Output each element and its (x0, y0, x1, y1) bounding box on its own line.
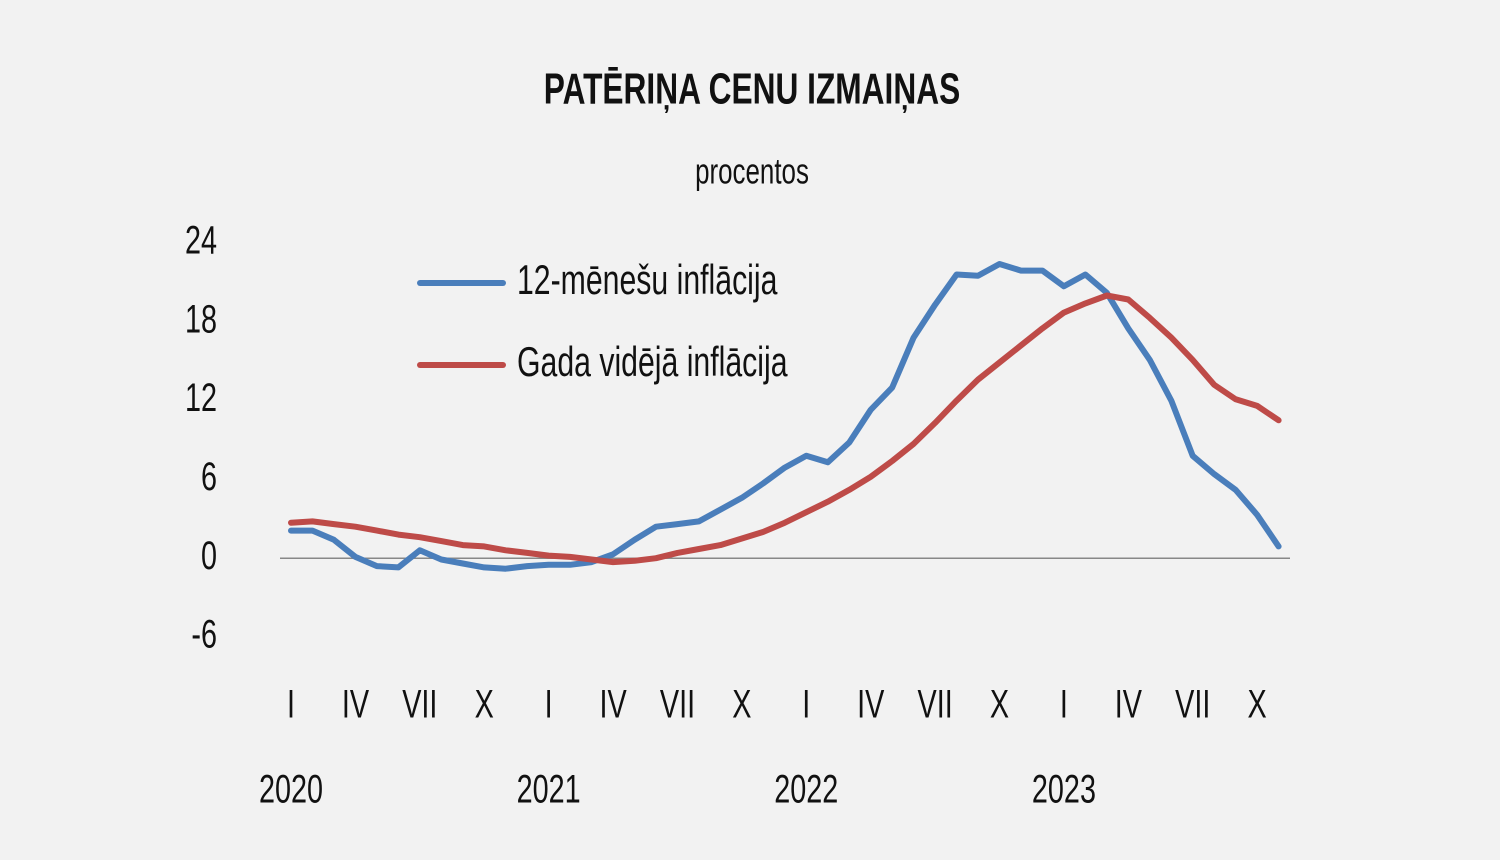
year-label: 2023 (1032, 767, 1096, 812)
y-tick-label: 0 (201, 533, 217, 578)
year-label: 2021 (517, 767, 581, 812)
chart-subtitle: procentos (695, 151, 809, 191)
x-tick-label: I (802, 682, 810, 727)
x-tick-label: VII (660, 682, 695, 727)
x-tick-label: I (287, 682, 295, 727)
y-tick-label: 18 (185, 297, 217, 342)
x-tick-label: X (475, 682, 494, 727)
x-tick-label: I (545, 682, 553, 727)
legend-label: Gada vidējā inflācija (517, 338, 788, 385)
y-tick-label: 6 (201, 454, 217, 499)
x-tick-label: VII (917, 682, 952, 727)
x-tick-label: IV (599, 682, 627, 727)
series-line (288, 292, 1282, 566)
chart-title: PATĒRIŅA CENU IZMAIŅAS (544, 65, 960, 114)
year-label: 2022 (774, 767, 838, 812)
legend-label: 12-mēnešu inflācija (517, 256, 778, 303)
x-tick-label: IV (342, 682, 370, 727)
y-tick-label: 12 (185, 376, 217, 421)
x-tick-label: X (732, 682, 751, 727)
y-tick-label: -6 (191, 612, 217, 657)
series-line (288, 261, 1282, 572)
x-tick-label: X (1248, 682, 1267, 727)
x-tick-label: VII (1175, 682, 1210, 727)
x-tick-label: X (990, 682, 1009, 727)
x-tick-label: VII (402, 682, 437, 727)
x-tick-label: IV (857, 682, 885, 727)
y-tick-label: 24 (185, 218, 217, 263)
x-tick-label: IV (1115, 682, 1143, 727)
year-label: 2020 (259, 767, 323, 812)
x-tick-label: I (1060, 682, 1068, 727)
